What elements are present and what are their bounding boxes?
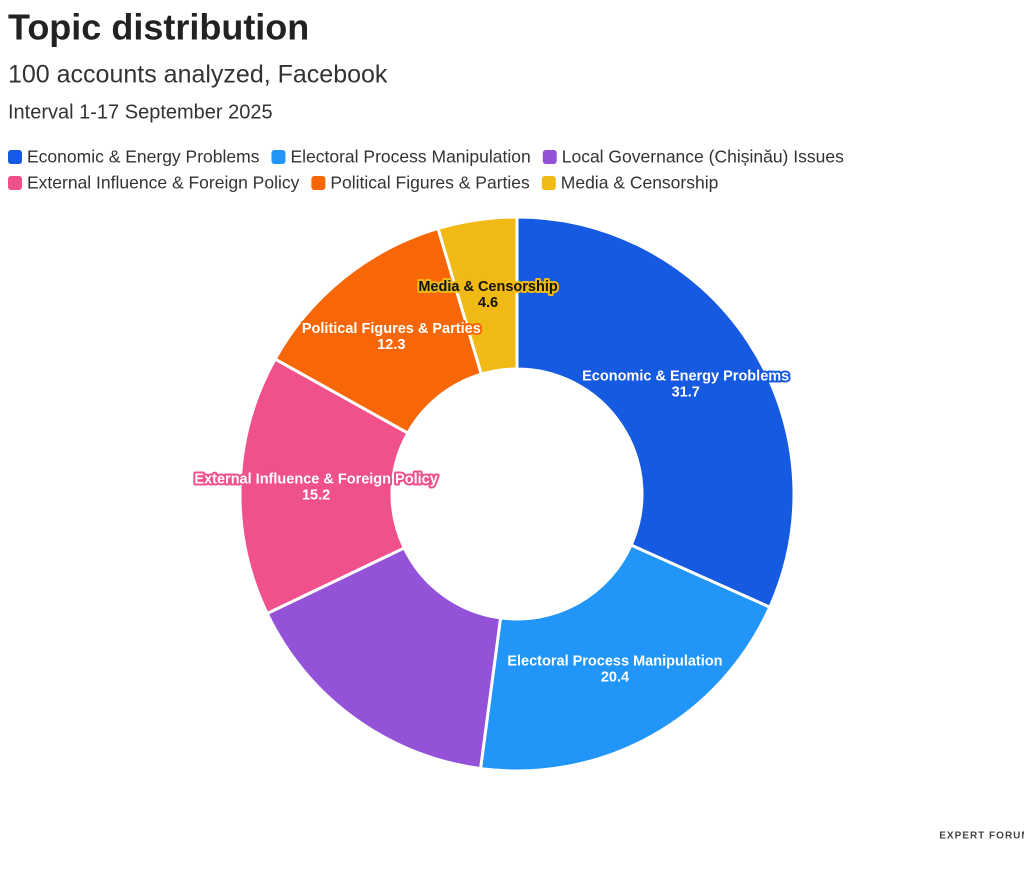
slice-label-name: Political Figures & Parties xyxy=(302,321,481,337)
legend-swatch xyxy=(311,176,326,190)
donut-slice xyxy=(515,215,796,609)
legend-text: Political Figures & Parties xyxy=(330,173,530,193)
legend-item: Economic & Energy Problems xyxy=(8,147,260,167)
donut-slice xyxy=(238,357,410,616)
legend-item: External Influence & Foreign Policy xyxy=(8,173,300,193)
legend-item: Media & Censorship xyxy=(541,173,719,193)
slice-label-value: 4.6 xyxy=(478,295,498,311)
slice-label-name: Economic & Energy Problems xyxy=(582,369,789,385)
slice-label-value: 20.4 xyxy=(601,669,629,685)
slice-label-name: Media & Censorship xyxy=(418,279,558,295)
legend-swatch xyxy=(8,176,22,190)
slice-label-value: 15.2 xyxy=(302,488,330,504)
legend-swatch xyxy=(271,150,286,164)
chart-title: Topic distribution xyxy=(8,7,309,48)
slice-label-name: External Influence & Foreign Policy xyxy=(194,472,437,488)
donut-slice xyxy=(273,226,483,435)
legend-text: Local Governance (Chișinău) Issues xyxy=(562,147,844,167)
donut-slice xyxy=(265,546,503,771)
legend-text: External Influence & Foreign Policy xyxy=(27,173,300,193)
legend-item: Electoral Process Manipulation xyxy=(271,147,531,167)
legend-text: Economic & Energy Problems xyxy=(27,147,260,167)
donut-slice xyxy=(479,543,772,773)
chart-subtitle: 100 accounts analyzed, Facebook xyxy=(8,61,388,89)
legend-item: Local Governance (Chișinău) Issues xyxy=(542,147,844,167)
legend-swatch xyxy=(541,176,556,190)
logo: EXPERT FORUM xyxy=(939,831,1024,842)
slice-label-value: 31.7 xyxy=(672,385,700,401)
legend-swatch xyxy=(8,150,22,164)
slice-label-value: 12.3 xyxy=(377,337,405,353)
donut-slice xyxy=(436,215,519,376)
legend-swatch xyxy=(542,150,557,164)
chart-caption: Interval 1-17 September 2025 xyxy=(8,101,273,123)
legend-item: Political Figures & Parties xyxy=(311,173,530,193)
slice-label-name: Electoral Process Manipulation xyxy=(507,653,722,669)
legend-text: Media & Censorship xyxy=(561,173,719,193)
legend-text: Electoral Process Manipulation xyxy=(290,147,530,167)
